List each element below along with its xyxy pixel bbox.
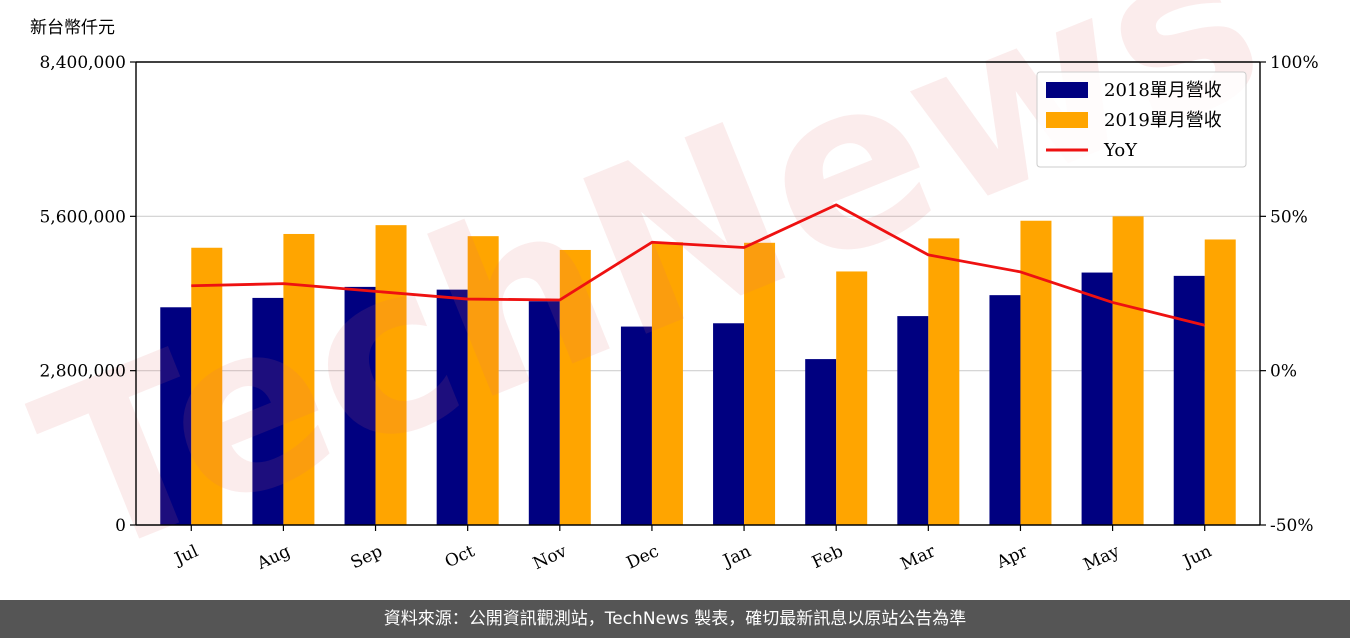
bar-2018	[1081, 272, 1113, 525]
right-tick-label: 100%	[1270, 53, 1319, 73]
yoy-line	[191, 203, 1206, 327]
bar-2019	[1112, 216, 1144, 526]
legend-label: YoY	[1103, 140, 1138, 161]
x-tick-label: Mar	[898, 541, 940, 575]
x-tick-label: Nov	[530, 541, 570, 574]
x-tick-label: Jun	[1179, 541, 1215, 572]
legend-label: 2019單月營收	[1104, 110, 1222, 131]
left-tick-label: 0	[115, 516, 126, 536]
bar-2019	[651, 242, 683, 525]
bar-2019	[928, 238, 960, 525]
left-tick-label: 2,800,000	[39, 362, 126, 382]
legend-swatch	[1046, 112, 1088, 128]
bar-2018	[989, 295, 1021, 525]
y-axis-unit-label: 新台幣仟元	[30, 18, 115, 38]
legend-swatch	[1046, 82, 1088, 98]
source-footer: 資料來源：公開資訊觀測站，TechNews 製表，確切最新訊息以原站公告為準	[0, 600, 1350, 638]
bar-2018	[713, 323, 745, 525]
bar-2018	[528, 301, 560, 525]
legend-box	[1036, 71, 1247, 168]
bar-2019	[467, 236, 499, 525]
bar-2018	[160, 307, 192, 525]
bar-2019	[836, 271, 868, 525]
bar-2018	[436, 289, 468, 525]
yoy-line-layer	[191, 203, 1206, 327]
revenue-chart: TechNews 02,800,0005,600,0008,400,000-50…	[7, 0, 1319, 600]
x-tick-label: Feb	[809, 541, 846, 573]
bars-layer	[160, 216, 1236, 526]
legend-label: 2018單月營收	[1104, 80, 1222, 101]
bar-2018	[897, 316, 929, 525]
x-tick-label: Jan	[719, 541, 755, 572]
grid-layer	[136, 215, 1260, 372]
bar-2018	[1173, 275, 1205, 525]
bar-2019	[283, 233, 315, 525]
x-tick-label: Dec	[623, 541, 662, 573]
left-tick-label: 8,400,000	[39, 53, 126, 73]
right-tick-label: 0%	[1270, 362, 1297, 382]
bar-2018	[344, 286, 376, 525]
left-tick-label: 5,600,000	[39, 207, 126, 227]
x-tick-label: Sep	[348, 541, 386, 573]
right-tick-label: 50%	[1270, 207, 1308, 227]
bar-2018	[620, 326, 652, 525]
x-tick-label: Oct	[442, 541, 478, 572]
x-tick-label: Apr	[993, 541, 1032, 573]
x-tick-label: May	[1081, 541, 1123, 575]
bar-2019	[375, 225, 407, 525]
legend: 2018單月營收 2019單月營收 YoY	[1036, 71, 1247, 168]
right-tick-label: -50%	[1270, 516, 1314, 536]
bar-2019	[744, 242, 776, 526]
bar-2018	[252, 297, 284, 525]
bar-2019	[191, 247, 223, 525]
bar-2019	[1020, 220, 1052, 525]
bar-2019	[1204, 239, 1236, 525]
bar-2018	[805, 359, 837, 525]
